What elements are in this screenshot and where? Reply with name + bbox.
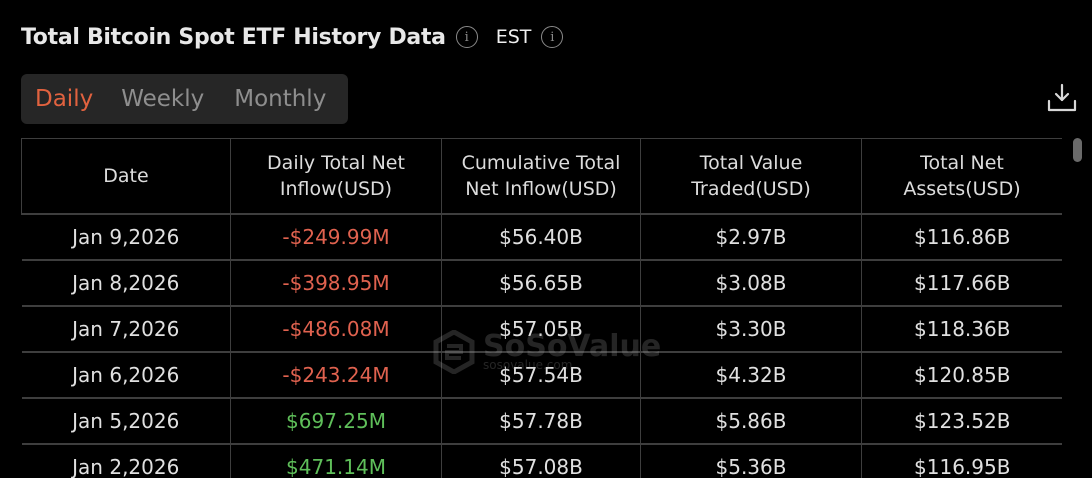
column-header-value-traded[interactable]: Total Value Traded(USD) — [640, 138, 862, 215]
timezone-info-icon[interactable]: i — [541, 26, 564, 48]
cell-date: Jan 8,2026 — [21, 259, 231, 307]
cell-daily-net-inflow: -$486.08M — [230, 305, 442, 353]
cell-date: Jan 2,2026 — [21, 443, 231, 478]
cell-value-traded: $2.97B — [640, 213, 862, 261]
column-header-daily-net-inflow[interactable]: Daily Total Net Inflow(USD) — [230, 138, 442, 215]
etf-history-table: Date Daily Total Net Inflow(USD) Cumulati… — [21, 138, 1062, 478]
cell-daily-net-inflow: $471.14M — [230, 443, 442, 478]
cell-cumulative-net-inflow: $57.78B — [441, 397, 641, 445]
cell-cumulative-net-inflow: $57.08B — [441, 443, 641, 478]
table-row: Jan 8,2026 -$398.95M $56.65B $3.08B $117… — [21, 259, 1062, 307]
column-header-date[interactable]: Date — [21, 138, 231, 215]
cell-cumulative-net-inflow: $57.54B — [441, 351, 641, 399]
cell-net-assets: $116.95B — [861, 443, 1062, 478]
cell-cumulative-net-inflow: $57.05B — [441, 305, 641, 353]
vertical-scrollbar[interactable] — [1073, 138, 1082, 162]
table-row: Jan 9,2026 -$249.99M $56.40B $2.97B $116… — [21, 213, 1062, 261]
cell-net-assets: $123.52B — [861, 397, 1062, 445]
column-header-net-assets[interactable]: Total Net Assets(USD) — [861, 138, 1062, 215]
cell-value-traded: $3.08B — [640, 259, 862, 307]
cell-cumulative-net-inflow: $56.65B — [441, 259, 641, 307]
cell-daily-net-inflow: -$249.99M — [230, 213, 442, 261]
cell-net-assets: $120.85B — [861, 351, 1062, 399]
download-icon — [1047, 83, 1077, 112]
cell-net-assets: $116.86B — [861, 213, 1062, 261]
cell-net-assets: $117.66B — [861, 259, 1062, 307]
info-icon[interactable]: i — [455, 26, 478, 48]
cell-value-traded: $3.30B — [640, 305, 862, 353]
timezone-label: EST — [495, 26, 532, 48]
tab-weekly[interactable]: Weekly — [121, 86, 205, 112]
cell-value-traded: $5.36B — [640, 443, 862, 478]
tab-daily[interactable]: Daily — [35, 86, 94, 112]
table-header-row: Date Daily Total Net Inflow(USD) Cumulati… — [21, 138, 1062, 215]
page-title: Total Bitcoin Spot ETF History Data — [21, 24, 446, 50]
cell-net-assets: $118.36B — [861, 305, 1062, 353]
download-button[interactable] — [1046, 82, 1078, 114]
cell-value-traded: $4.32B — [640, 351, 862, 399]
cell-daily-net-inflow: -$243.24M — [230, 351, 442, 399]
cell-cumulative-net-inflow: $56.40B — [441, 213, 641, 261]
column-header-cumulative-net-inflow[interactable]: Cumulative Total Net Inflow(USD) — [441, 138, 641, 215]
cell-date: Jan 6,2026 — [21, 351, 231, 399]
table-row: Jan 5,2026 $697.25M $57.78B $5.86B $123.… — [21, 397, 1062, 445]
cell-value-traded: $5.86B — [640, 397, 862, 445]
cell-date: Jan 9,2026 — [21, 213, 231, 261]
cell-daily-net-inflow: $697.25M — [230, 397, 442, 445]
period-tabs: Daily Weekly Monthly — [21, 74, 348, 124]
cell-date: Jan 5,2026 — [21, 397, 231, 445]
cell-daily-net-inflow: -$398.95M — [230, 259, 442, 307]
table-row: Jan 7,2026 -$486.08M $57.05B $3.30B $118… — [21, 305, 1062, 353]
table-row: Jan 2,2026 $471.14M $57.08B $5.36B $116.… — [21, 443, 1062, 478]
header: Total Bitcoin Spot ETF History Data i ES… — [21, 20, 564, 54]
tab-monthly[interactable]: Monthly — [234, 86, 327, 112]
table-row: Jan 6,2026 -$243.24M $57.54B $4.32B $120… — [21, 351, 1062, 399]
cell-date: Jan 7,2026 — [21, 305, 231, 353]
